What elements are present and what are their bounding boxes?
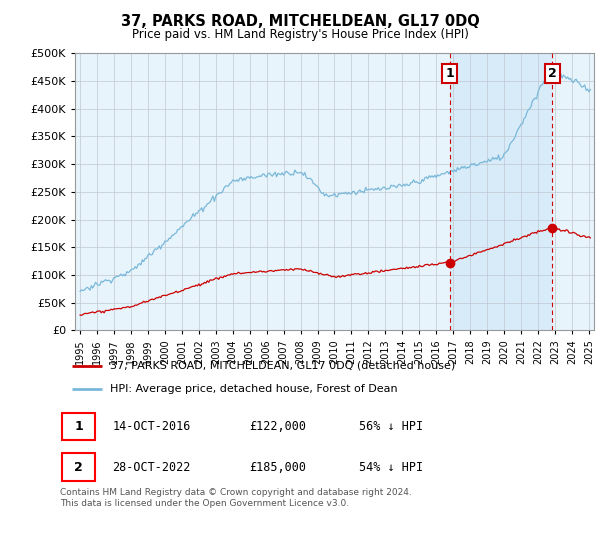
Text: 14-OCT-2016: 14-OCT-2016: [112, 419, 191, 433]
Text: 2: 2: [74, 460, 83, 474]
Text: 2: 2: [548, 67, 556, 80]
Bar: [449, 53, 552, 330]
Text: 37, PARKS ROAD, MITCHELDEAN, GL17 0DQ: 37, PARKS ROAD, MITCHELDEAN, GL17 0DQ: [121, 14, 479, 29]
Text: 54% ↓ HPI: 54% ↓ HPI: [359, 460, 423, 474]
Text: 56% ↓ HPI: 56% ↓ HPI: [359, 419, 423, 433]
Text: £185,000: £185,000: [249, 460, 306, 474]
Bar: [62, 454, 95, 480]
Text: 28-OCT-2022: 28-OCT-2022: [112, 460, 191, 474]
Text: 1: 1: [445, 67, 454, 80]
Bar: [62, 413, 95, 440]
Text: HPI: Average price, detached house, Forest of Dean: HPI: Average price, detached house, Fore…: [110, 384, 397, 394]
Text: Price paid vs. HM Land Registry's House Price Index (HPI): Price paid vs. HM Land Registry's House …: [131, 28, 469, 41]
Text: 37, PARKS ROAD, MITCHELDEAN, GL17 0DQ (detached house): 37, PARKS ROAD, MITCHELDEAN, GL17 0DQ (d…: [110, 361, 455, 371]
Text: £122,000: £122,000: [249, 419, 306, 433]
Text: 1: 1: [74, 419, 83, 433]
Text: Contains HM Land Registry data © Crown copyright and database right 2024.
This d: Contains HM Land Registry data © Crown c…: [60, 488, 412, 508]
